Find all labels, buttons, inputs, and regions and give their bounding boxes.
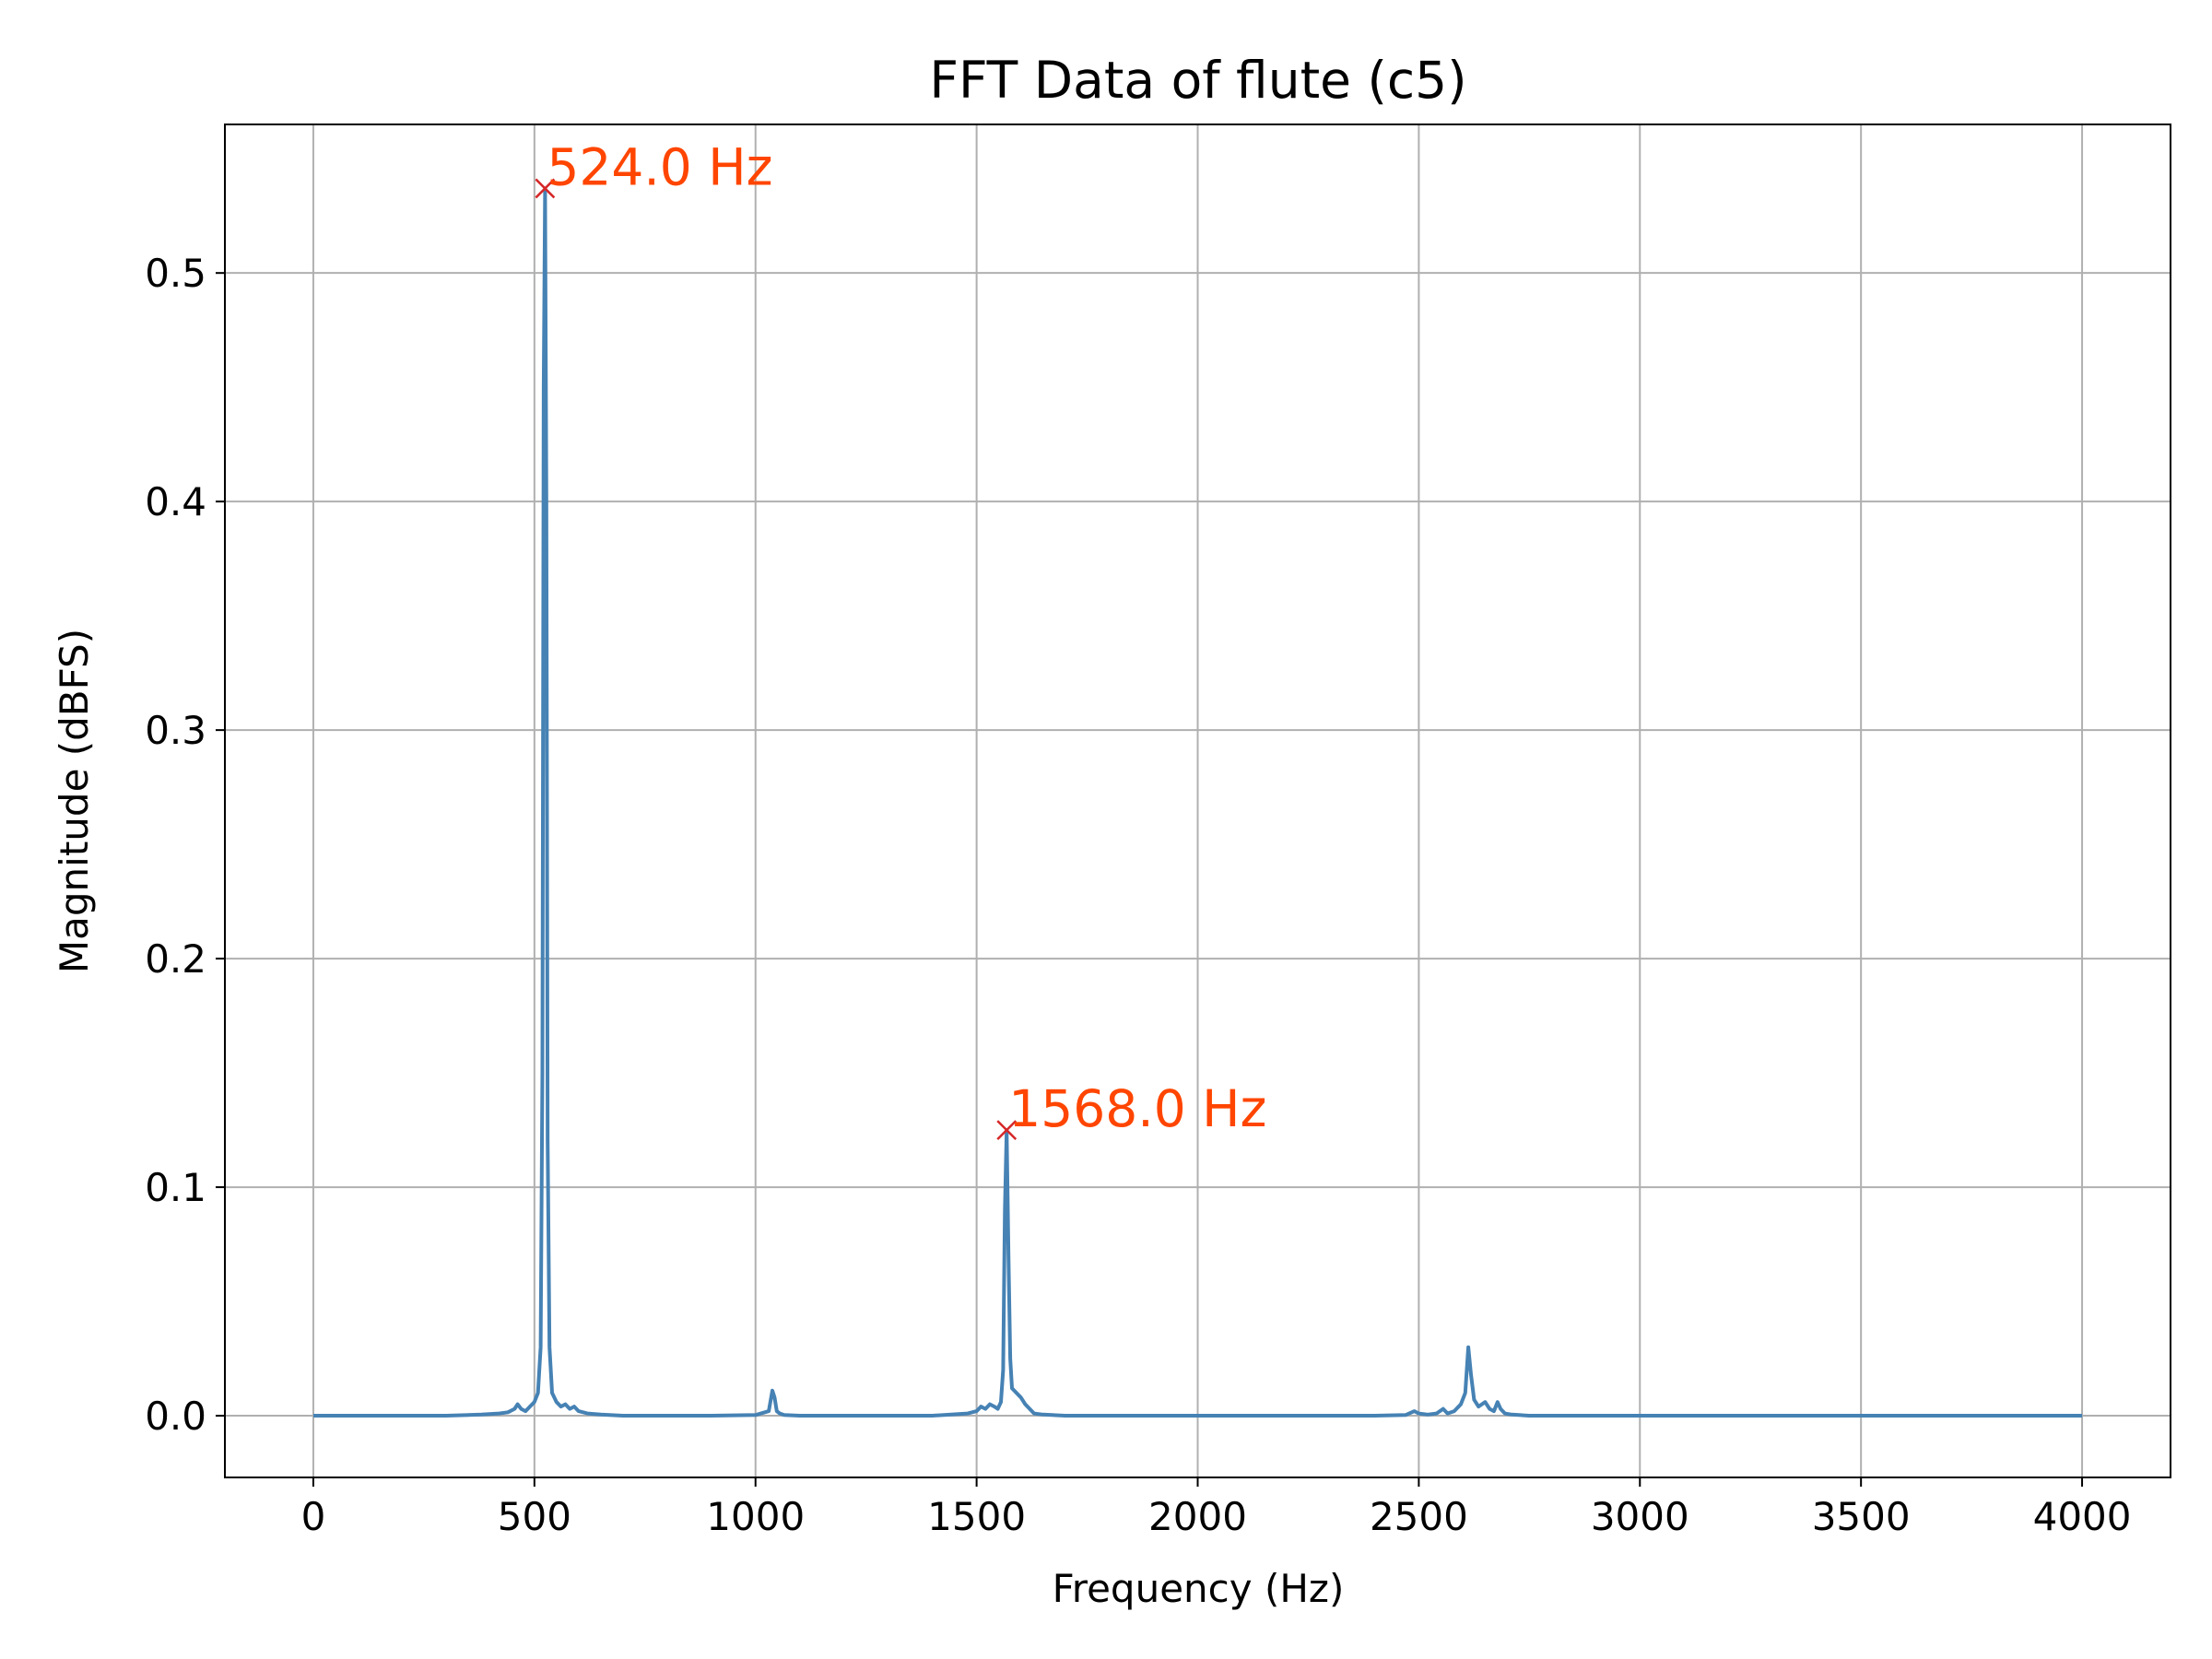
y-axis-label: Magnitude (dBFS) bbox=[52, 629, 97, 973]
y-axis-ticks: 0.0 0.1 0.2 0.3 0.4 0.5 bbox=[145, 251, 225, 1439]
y-tick-label: 0.0 bbox=[145, 1394, 206, 1439]
peak-label: 524.0 Hz bbox=[547, 137, 772, 196]
peak-annotations: 524.0 Hz 1568.0 Hz bbox=[535, 137, 1266, 1140]
fft-magnitude-line bbox=[313, 186, 2082, 1418]
x-tick-label: 2500 bbox=[1370, 1494, 1468, 1539]
y-tick-label: 0.2 bbox=[145, 936, 206, 982]
peak-label: 1568.0 Hz bbox=[1008, 1079, 1266, 1138]
data-line-layer bbox=[313, 186, 2082, 1418]
peak-marker-stroke bbox=[535, 178, 556, 199]
y-tick-label: 0.5 bbox=[145, 251, 206, 296]
x-tick-label: 3000 bbox=[1591, 1494, 1689, 1539]
peak-marker bbox=[535, 178, 556, 199]
x-axis-label: Frequency (Hz) bbox=[1053, 1566, 1345, 1611]
x-tick-label: 0 bbox=[301, 1494, 326, 1539]
x-tick-label: 1500 bbox=[927, 1494, 1026, 1539]
y-tick-label: 0.4 bbox=[145, 479, 206, 524]
chart-title: FFT Data of flute (c5) bbox=[929, 51, 1466, 110]
x-tick-label: 500 bbox=[498, 1494, 571, 1539]
y-tick-label: 0.1 bbox=[145, 1165, 206, 1210]
grid-lines bbox=[225, 124, 2171, 1477]
x-tick-label: 1000 bbox=[706, 1494, 805, 1539]
y-tick-label: 0.3 bbox=[145, 708, 206, 753]
peak-marker-stroke bbox=[996, 1120, 1018, 1140]
x-tick-label: 4000 bbox=[2033, 1494, 2132, 1539]
peak-marker bbox=[996, 1120, 1018, 1140]
x-tick-label: 2000 bbox=[1148, 1494, 1247, 1539]
x-tick-label: 3500 bbox=[1812, 1494, 1911, 1539]
x-axis-ticks: 0 500 1000 1500 2000 2500 3000 3500 4000 bbox=[301, 1477, 2132, 1539]
